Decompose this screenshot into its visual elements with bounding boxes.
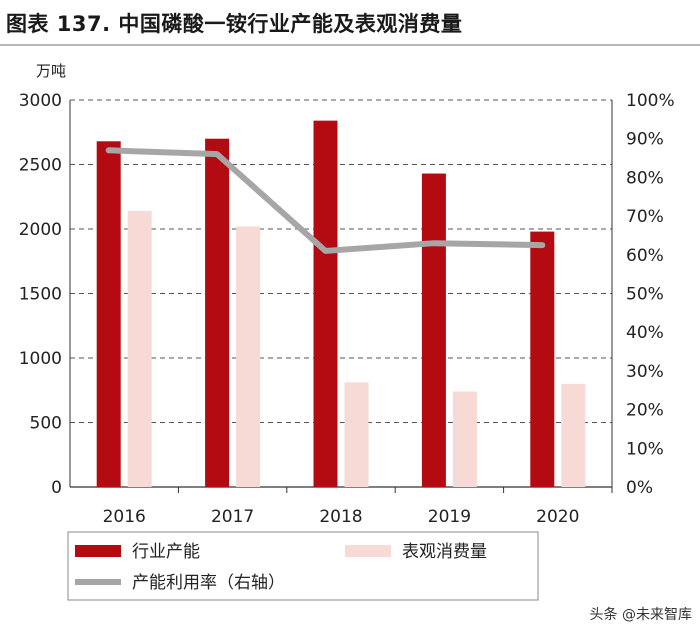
x-tick-2018: 2018: [319, 507, 362, 527]
y-tick-left-3000: 3000: [19, 91, 62, 111]
y-tick-right-60%: 60%: [626, 246, 664, 266]
y-tick-right-30%: 30%: [626, 362, 664, 382]
y-tick-left-2500: 2500: [19, 156, 62, 176]
legend-swatch-capacity: [75, 545, 121, 557]
legend-swatch-consumption: [345, 545, 391, 557]
y-tick-left-0: 0: [51, 478, 62, 498]
y-tick-left-2000: 2000: [19, 220, 62, 240]
x-tick-2019: 2019: [428, 507, 471, 527]
bar-capacity-2016: [96, 141, 121, 487]
y-tick-right-70%: 70%: [626, 207, 664, 227]
y-tick-left-1500: 1500: [19, 285, 62, 305]
y-tick-left-500: 500: [30, 414, 62, 434]
bar-consumption-2018: [344, 382, 369, 487]
x-tick-2016: 2016: [103, 507, 146, 527]
y-tick-right-0%: 0%: [626, 478, 653, 498]
x-tick-2017: 2017: [211, 507, 254, 527]
bar-consumption-2017: [236, 226, 261, 488]
legend-label-utilization: 产能利用率（右轴）: [132, 573, 285, 593]
y-tick-right-80%: 80%: [626, 168, 664, 188]
legend-box: [67, 531, 539, 601]
title-bar: 图表 137. 中国磷酸一铵行业产能及表观消费量: [0, 0, 700, 46]
y-tick-right-40%: 40%: [626, 323, 664, 343]
y-tick-right-10%: 10%: [626, 439, 664, 459]
bar-capacity-2020: [530, 231, 555, 487]
bar-capacity-2019: [421, 173, 446, 487]
bar-capacity-2017: [205, 138, 230, 487]
y-tick-left-1000: 1000: [19, 349, 62, 369]
bar-consumption-2019: [452, 391, 477, 487]
bar-capacity-2018: [313, 120, 338, 487]
legend-label-capacity: 行业产能: [132, 542, 200, 562]
bar-consumption-2016: [127, 210, 152, 487]
chart-title: 图表 137. 中国磷酸一铵行业产能及表观消费量: [6, 12, 463, 36]
watermark: 头条 @未来智库: [589, 607, 692, 623]
y-axis-unit-label: 万吨: [36, 62, 66, 80]
y-tick-right-50%: 50%: [626, 285, 664, 305]
y-tick-right-20%: 20%: [626, 401, 664, 421]
x-tick-2020: 2020: [536, 507, 579, 527]
legend-label-consumption: 表观消费量: [402, 542, 487, 562]
y-tick-right-100%: 100%: [626, 91, 675, 111]
bar-consumption-2020: [561, 383, 586, 487]
y-tick-right-90%: 90%: [626, 130, 664, 150]
